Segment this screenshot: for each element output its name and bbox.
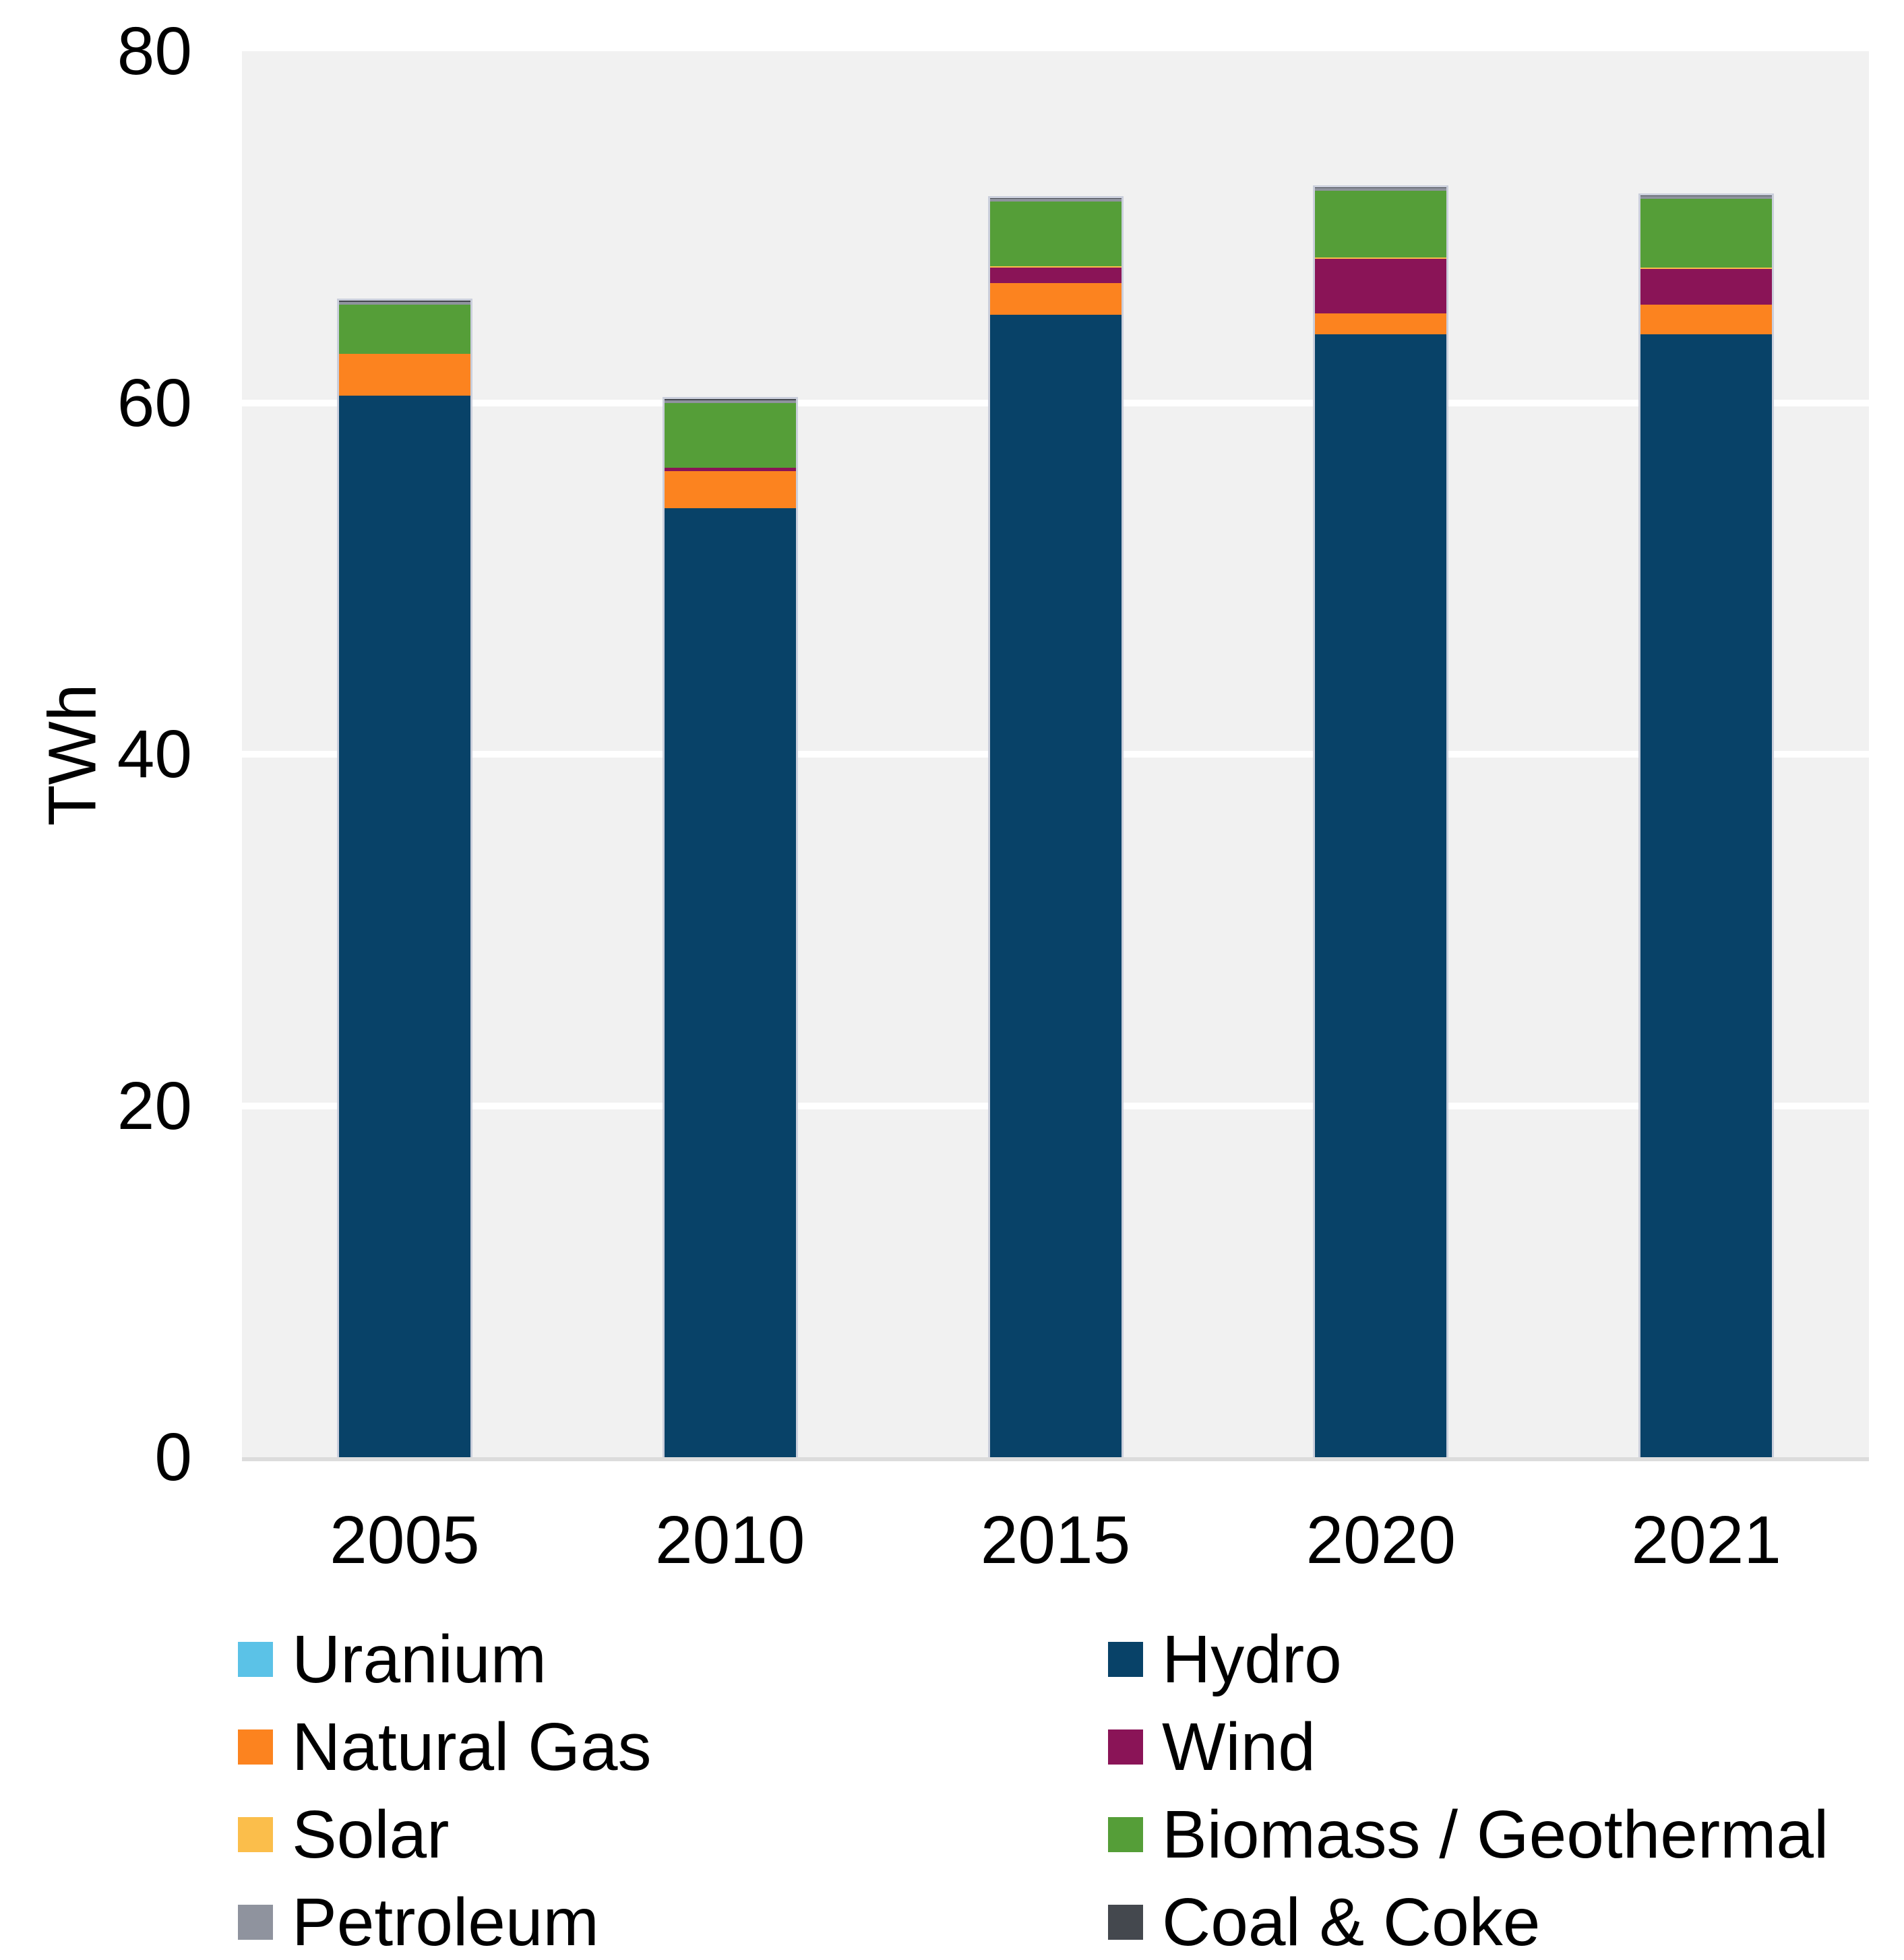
bar-stack-2005 (338, 301, 470, 1457)
bar-segment-2010-biomass-geothermal (664, 402, 796, 468)
legend-swatch-coal-coke (1108, 1905, 1143, 1940)
bar-stack-2020 (1315, 187, 1447, 1457)
x-tick-label-2010: 2010 (654, 1502, 805, 1578)
bar-segment-2021-biomass-geothermal (1640, 199, 1773, 268)
bar-segment-2021-coal-coke (1640, 195, 1773, 197)
legend-label-solar: Solar (292, 1797, 450, 1872)
y-tick-label-20: 20 (117, 1068, 192, 1144)
x-tick-label-2020: 2020 (1306, 1502, 1456, 1578)
bar-segment-2010-natural-gas (664, 471, 796, 508)
bar-segment-2015-biomass-geothermal (989, 201, 1122, 267)
legend-label-uranium: Uranium (292, 1622, 547, 1697)
bar-segment-2010-petroleum (664, 400, 796, 403)
bar-segment-2020-natural-gas (1315, 313, 1447, 334)
legend-label-wind: Wind (1162, 1709, 1316, 1785)
legend-item-biomass-geothermal: Biomass / Geothermal (1108, 1800, 1829, 1870)
legend-swatch-hydro (1108, 1642, 1143, 1677)
bar-segment-2020-petroleum (1315, 188, 1447, 191)
bar-segment-2020-hydro (1315, 334, 1447, 1457)
bar-segment-2020-biomass-geothermal (1315, 191, 1447, 258)
legend-label-hydro: Hydro (1162, 1622, 1342, 1697)
bar-segment-2005-biomass-geothermal (338, 304, 470, 354)
bar-stack-2015 (989, 197, 1122, 1457)
legend-label-coal-coke: Coal & Coke (1162, 1885, 1541, 1960)
legend-label-petroleum: Petroleum (292, 1885, 599, 1960)
bar-segment-2021-wind (1640, 269, 1773, 305)
bar-segment-2020-coal-coke (1315, 187, 1447, 189)
bar-segment-2021-hydro (1640, 334, 1773, 1457)
bar-segment-2021-petroleum (1640, 196, 1773, 200)
legend-swatch-petroleum (238, 1905, 273, 1940)
x-tick-label-2021: 2021 (1631, 1502, 1781, 1578)
bar-segment-2005-hydro (338, 396, 470, 1457)
legend-item-uranium: Uranium (238, 1624, 547, 1694)
legend-label-biomass-geothermal: Biomass / Geothermal (1162, 1797, 1829, 1872)
plot-area (242, 51, 1869, 1461)
legend-swatch-uranium (238, 1642, 273, 1677)
bar-segment-2010-wind (664, 468, 796, 472)
bar-segment-2015-wind (989, 267, 1122, 284)
bar-segment-2005-petroleum (338, 301, 470, 305)
legend-item-coal-coke: Coal & Coke (1108, 1887, 1540, 1957)
bar-segment-2010-coal-coke (664, 399, 796, 400)
bar-segment-2015-solar (989, 266, 1122, 268)
y-tick-label-40: 40 (117, 716, 192, 792)
y-tick-label-0: 0 (154, 1419, 192, 1495)
legend-swatch-wind (1108, 1729, 1143, 1765)
legend-item-wind: Wind (1108, 1712, 1316, 1782)
bar-segment-2010-hydro (664, 508, 796, 1457)
legend-swatch-biomass-geothermal (1108, 1817, 1143, 1852)
bar-segment-2015-hydro (989, 315, 1122, 1457)
x-axis-line (242, 1457, 1869, 1461)
y-tick-label-60: 60 (117, 365, 192, 441)
legend-item-hydro: Hydro (1108, 1624, 1342, 1694)
legend-item-petroleum: Petroleum (238, 1887, 599, 1957)
legend-item-natural-gas: Natural Gas (238, 1712, 652, 1782)
bar-segment-2020-solar (1315, 257, 1447, 259)
bar-segment-2015-petroleum (989, 199, 1122, 202)
bar-segment-2015-coal-coke (989, 197, 1122, 200)
x-tick-label-2015: 2015 (980, 1502, 1131, 1578)
legend-item-solar: Solar (238, 1800, 449, 1870)
bar-segment-2015-natural-gas (989, 283, 1122, 315)
bar-segment-2021-solar (1640, 267, 1773, 270)
bar-stack-2010 (664, 399, 796, 1457)
bar-segment-2021-natural-gas (1640, 304, 1773, 334)
bar-stack-2021 (1640, 195, 1773, 1457)
legend-swatch-natural-gas (238, 1729, 273, 1765)
bar-segment-2020-wind (1315, 258, 1447, 313)
y-tick-label-80: 80 (117, 13, 192, 89)
legend-label-natural-gas: Natural Gas (292, 1709, 652, 1785)
bar-segment-2005-natural-gas (338, 353, 470, 396)
x-tick-label-2005: 2005 (330, 1502, 480, 1578)
legend-swatch-solar (238, 1817, 273, 1852)
